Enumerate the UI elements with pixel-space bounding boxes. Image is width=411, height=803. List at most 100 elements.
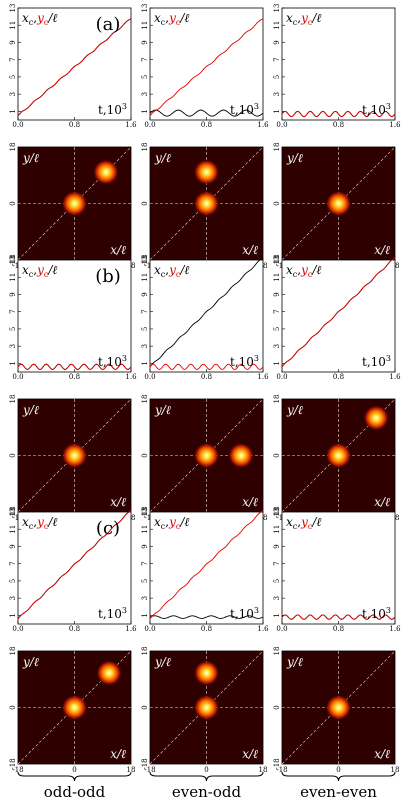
y-tick-label: 3 — [273, 596, 281, 600]
density-map-c2map: -18 0 18 -18 0 18 y/ℓ x/ℓ — [141, 647, 267, 774]
map-y-tick-label: -18 — [9, 254, 17, 265]
map-ylabel: y/ℓ — [154, 655, 171, 669]
y-tick-label: 1 — [9, 361, 17, 365]
traj-frame — [281, 259, 396, 373]
y-tick-label: 13 — [141, 256, 149, 265]
map-y-tick-label: 0 — [273, 705, 281, 709]
density-peak — [193, 694, 220, 721]
traj-ylabel-suffix: /ℓ — [47, 515, 57, 529]
traj-xlabel: t,103 — [230, 606, 259, 621]
series-line-y_c — [149, 363, 264, 370]
y-tick-label: 1 — [141, 109, 149, 113]
density-peak — [61, 442, 88, 469]
y-tick-label: 7 — [9, 561, 17, 565]
traj-frame — [149, 511, 264, 625]
traj-xlabel-base: t,10 — [362, 607, 386, 621]
traj-xlabel-exp: 3 — [254, 102, 259, 111]
traj-frame — [149, 259, 264, 373]
traj-ylabel-y: y — [300, 11, 308, 25]
map-y-tick-label: 0 — [9, 705, 17, 709]
guide-diagonal — [281, 146, 396, 261]
traj-xlabel: t,103 — [230, 102, 259, 117]
y-tick-label: 13 — [9, 4, 17, 13]
y-tick-label: 3 — [141, 92, 149, 96]
y-tick-label: 7 — [273, 561, 281, 565]
x-tick-label: 0.0 — [144, 121, 155, 129]
guide-diagonal — [281, 398, 396, 513]
y-tick-label: 5 — [273, 327, 281, 331]
x-tick-label: 0.0 — [276, 625, 287, 633]
x-tick-label: 0.8 — [69, 373, 80, 381]
x-tick-label: 0.0 — [276, 373, 287, 381]
traj-xlabel-base: t,10 — [98, 355, 122, 369]
map-xlabel: x/ℓ — [374, 495, 390, 509]
traj-ylabel-x: x — [286, 515, 293, 529]
y-tick-label: 1 — [141, 613, 149, 617]
series-line-y_c — [17, 363, 132, 370]
traj-ylabel: xc,yc/ℓ — [286, 515, 321, 531]
y-tick-label: 11 — [9, 273, 17, 282]
traj-ylabel: xc,yc/ℓ — [22, 11, 57, 27]
x-tick-label: 0.8 — [69, 625, 80, 633]
traj-xlabel-exp: 3 — [386, 606, 391, 615]
x-tick-label: 1.6 — [257, 373, 269, 381]
map-y-tick-label: -18 — [9, 506, 17, 517]
series-line-y_c — [17, 18, 132, 116]
traj-ylabel: xc,yc/ℓ — [154, 11, 189, 27]
traj-ylabel-y: y — [168, 515, 176, 529]
map-x-tick-label: 0 — [336, 766, 340, 774]
density-peak — [193, 159, 220, 186]
series-line-y_c — [281, 110, 396, 118]
traj-ylabel-y: y — [168, 11, 176, 25]
column-brace-2 — [281, 771, 396, 782]
x-tick-label: 0.0 — [12, 373, 23, 381]
map-ylabel: y/ℓ — [286, 655, 303, 669]
map-xlabel: x/ℓ — [374, 243, 390, 257]
map-y-tick-label: -18 — [141, 254, 149, 265]
traj-ylabel-x: x — [154, 11, 161, 25]
traj-frame — [17, 7, 132, 121]
traj-ylabel-ysub: c — [308, 522, 313, 531]
y-tick-label: 13 — [273, 508, 281, 517]
map-y-tick-label: -18 — [273, 254, 281, 265]
traj-ylabel-ysub: c — [176, 18, 181, 27]
traj-ylabel-sep: , — [165, 11, 169, 25]
density-peak — [61, 190, 88, 217]
traj-ylabel-xsub: c — [161, 270, 166, 279]
x-tick-label: 1.6 — [257, 625, 269, 633]
traj-frame — [17, 511, 132, 625]
y-tick-label: 11 — [273, 21, 281, 30]
y-tick-label: 11 — [9, 21, 17, 30]
traj-ylabel-sep: , — [33, 11, 37, 25]
guide-diagonal — [149, 398, 264, 513]
traj-ylabel-xsub: c — [29, 522, 34, 531]
density-peak — [325, 694, 352, 721]
traj-ylabel-xsub: c — [161, 18, 166, 27]
column-brace-0 — [17, 771, 132, 782]
traj-ylabel: xc,yc/ℓ — [286, 11, 321, 27]
y-tick-label: 9 — [273, 40, 281, 44]
map-x-tick-label: -18 — [144, 766, 155, 774]
map-x-tick-label: 0 — [204, 766, 208, 774]
traj-ylabel-x: x — [22, 11, 29, 25]
map-y-tick-label: 18 — [9, 395, 17, 404]
traj-ylabel-suffix: /ℓ — [311, 11, 321, 25]
y-tick-label: 1 — [273, 361, 281, 365]
guide-diagonal — [17, 146, 132, 261]
y-tick-label: 7 — [273, 309, 281, 313]
traj-xlabel-base: t,10 — [230, 103, 254, 117]
map-y-tick-label: -18 — [273, 758, 281, 769]
y-tick-label: 9 — [141, 40, 149, 44]
map-y-tick-label: 18 — [9, 143, 17, 152]
y-tick-label: 9 — [9, 40, 17, 44]
y-tick-label: 3 — [9, 92, 17, 96]
traj-ylabel-x: x — [286, 263, 293, 277]
y-tick-label: 7 — [141, 309, 149, 313]
traj-ylabel-sep: , — [297, 11, 301, 25]
